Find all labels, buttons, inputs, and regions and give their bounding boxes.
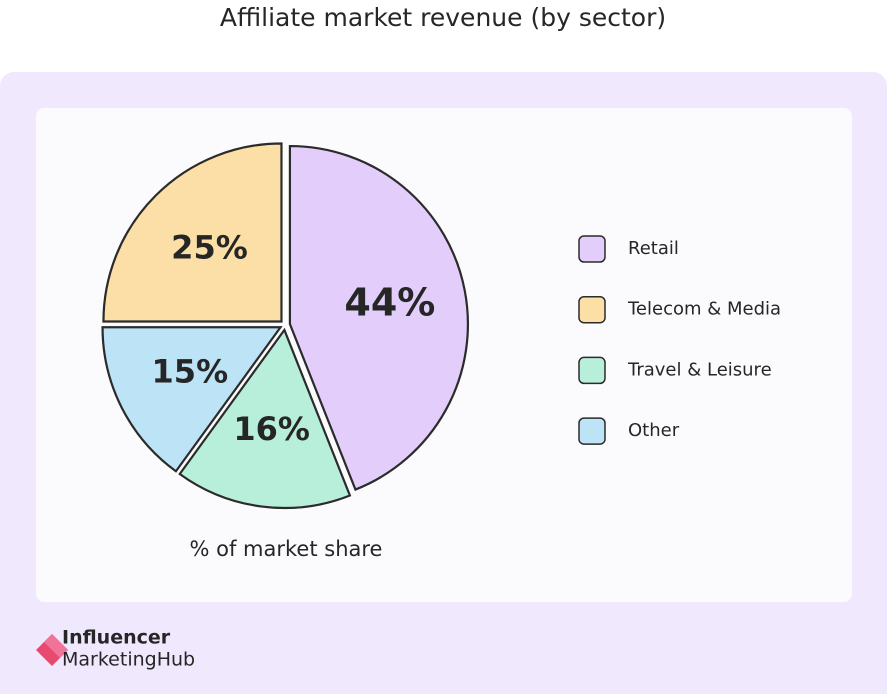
pie-slice xyxy=(101,326,283,473)
logo-text: Influencer xyxy=(62,627,171,649)
legend-swatch xyxy=(578,417,606,445)
legend-label: Retail xyxy=(628,238,679,259)
legend-label: Other xyxy=(628,420,680,441)
pie-slice xyxy=(102,142,283,323)
chart-title: Affiliate market revenue (by sector) xyxy=(220,3,666,32)
data-label: 25% xyxy=(171,228,248,266)
logo: Influencer MarketingHub xyxy=(36,627,195,671)
pie-slice xyxy=(178,327,352,510)
data-label: 15% xyxy=(152,352,229,390)
logo-icon-facet xyxy=(44,634,68,658)
legend-label: Travel & Leisure xyxy=(627,359,772,380)
legend-label: Telecom & Media xyxy=(627,299,781,320)
data-label: 44% xyxy=(344,280,435,324)
x-axis-label: % of market share xyxy=(190,537,383,561)
legend-swatch xyxy=(578,235,606,263)
legend-swatch xyxy=(578,356,606,385)
logo-text: MarketingHub xyxy=(62,649,195,671)
legend-swatch xyxy=(578,295,606,324)
pie-slice xyxy=(288,144,469,491)
data-label: 16% xyxy=(233,410,310,448)
